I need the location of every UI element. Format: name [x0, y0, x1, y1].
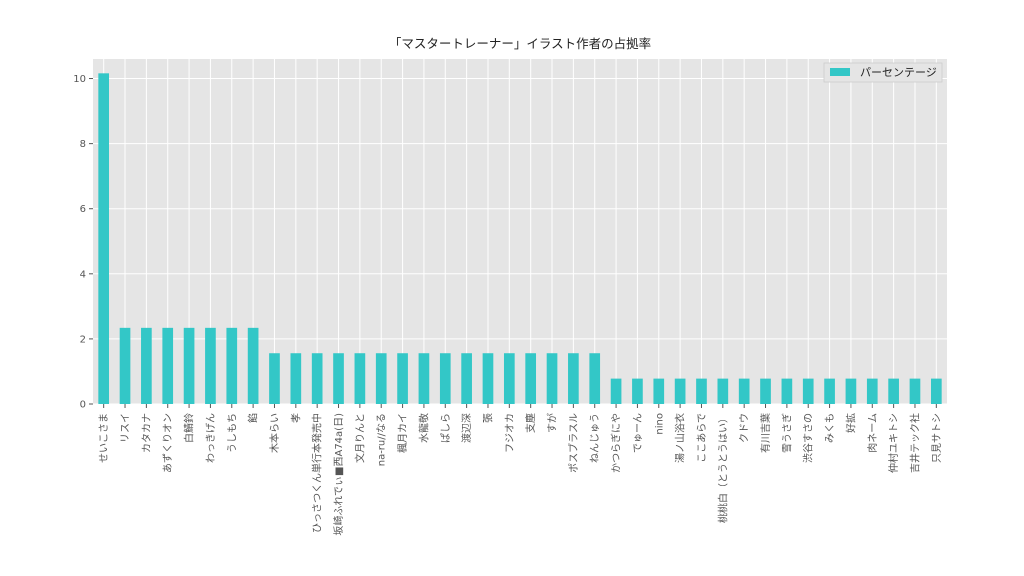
plot-area: [93, 59, 947, 404]
bar: [909, 378, 921, 404]
bar: [333, 353, 344, 404]
y-tick-label: 8: [80, 139, 86, 150]
x-tick-label: 支塵: [524, 413, 537, 433]
x-tick-label: せいこさま: [98, 413, 110, 463]
x-tick-label: カタカナ: [141, 413, 153, 453]
x-tick-label: 湯ノ山浴衣: [674, 413, 687, 463]
bar: [696, 378, 707, 404]
y-tick-label: 10: [73, 74, 86, 85]
x-tick-label: 有川吉葉: [759, 413, 772, 453]
x-tick-label: 坂崎ふれでぃ■西A74a(日): [332, 413, 345, 536]
x-tick-label: ひっさつくん単行本発売中: [311, 413, 324, 533]
bar: [162, 327, 174, 404]
bar: [503, 353, 515, 404]
bar: [119, 327, 131, 404]
x-tick-label: 肉ネーム: [866, 413, 879, 453]
bar: [141, 327, 152, 404]
bar: [354, 353, 366, 404]
x-tick-label: 張: [482, 413, 494, 423]
bar: [760, 378, 771, 404]
x-tick-label: でゅーん: [632, 413, 644, 453]
x-tick-label: リスイ: [121, 413, 132, 443]
bar: [183, 327, 195, 404]
bar: [653, 378, 665, 404]
bar: [674, 378, 686, 404]
bar: [290, 353, 302, 404]
bar: [439, 353, 451, 404]
x-axis-ticks: せいこさま リスイ カタカナ あずくりオン 白鯖鈴 わっきげん うしもち餡木本らい孝ひっさつ…: [98, 404, 943, 536]
bar: [930, 378, 942, 404]
x-tick-label: 雪うさぎ: [780, 413, 793, 453]
bar: [482, 353, 494, 404]
legend: パーセンテージ: [823, 62, 943, 83]
legend-box: [823, 62, 943, 83]
x-tick-label: ねんじゅう: [589, 413, 601, 463]
bar: [802, 378, 814, 404]
bar: [738, 378, 750, 404]
bar: [632, 378, 643, 404]
x-tick-label: 文月りんと: [353, 413, 366, 463]
bar: [589, 353, 601, 404]
bar: [247, 327, 259, 404]
x-tick-label: ぱしら: [440, 413, 452, 443]
x-tick-label: 仲村ユキトシ: [887, 413, 900, 473]
bar: [525, 353, 537, 404]
x-tick-label: みくも: [824, 413, 836, 443]
x-tick-label: フジオカ: [504, 413, 516, 453]
bar: [461, 353, 472, 404]
bar: [781, 378, 793, 404]
bar: [226, 327, 238, 404]
x-tick-label: かつらぎにや: [610, 413, 623, 473]
y-tick-label: 4: [80, 269, 86, 280]
bar: [418, 353, 430, 404]
bar: [397, 353, 408, 404]
bar: [375, 353, 387, 404]
bar: [568, 353, 579, 404]
bars: [98, 73, 942, 405]
y-tick-label: 6: [80, 204, 86, 215]
x-tick-label: あずくりオン: [162, 413, 174, 473]
x-tick-label: nino: [654, 413, 665, 435]
x-tick-label: 只見サトシ: [931, 413, 943, 463]
y-tick-label: 2: [80, 334, 86, 345]
x-tick-label: すが: [546, 413, 559, 433]
bar: [717, 378, 729, 404]
x-tick-label: 白鯖鈴: [183, 413, 196, 443]
x-tick-label: 餡: [247, 413, 260, 423]
x-tick-label: 水龍敬: [417, 413, 430, 443]
legend-swatch: [830, 68, 850, 76]
x-tick-label: クドウ: [739, 413, 751, 443]
chart-title: 「マスタートレーナー」イラスト作者の占拠率: [389, 36, 651, 51]
bar: [845, 378, 857, 404]
y-tick-label: 0: [80, 400, 86, 411]
x-tick-label: ここあらで: [696, 413, 708, 463]
x-tick-label: ポスブラスル: [567, 413, 580, 473]
x-tick-label: 楓月カイ: [396, 413, 409, 453]
bar: [269, 353, 280, 404]
bar: [610, 378, 622, 404]
bar: [98, 73, 110, 405]
x-tick-label: na-ru//なる: [376, 413, 388, 466]
x-tick-label: 木本らい: [268, 413, 281, 453]
x-tick-label: 桃桃白（とうとうはい）: [716, 413, 729, 523]
y-axis-ticks: 0 2 4 6 8 10: [73, 74, 93, 411]
x-tick-label: うしもち: [226, 413, 238, 453]
x-tick-label: 吉井テック社: [908, 413, 921, 473]
bar: [824, 378, 835, 404]
x-tick-label: 孝: [290, 413, 302, 423]
x-tick-label: 渡辺深: [460, 413, 473, 443]
bar: [546, 353, 558, 404]
bar: [866, 378, 878, 404]
bar: [311, 353, 323, 404]
x-tick-label: 渋谷すさの: [802, 413, 815, 463]
legend-label: パーセンテージ: [860, 66, 937, 79]
x-tick-label: わっきげん: [205, 413, 217, 463]
bar: [888, 378, 899, 404]
bar: [205, 327, 216, 404]
x-tick-label: 好拡: [844, 413, 857, 433]
